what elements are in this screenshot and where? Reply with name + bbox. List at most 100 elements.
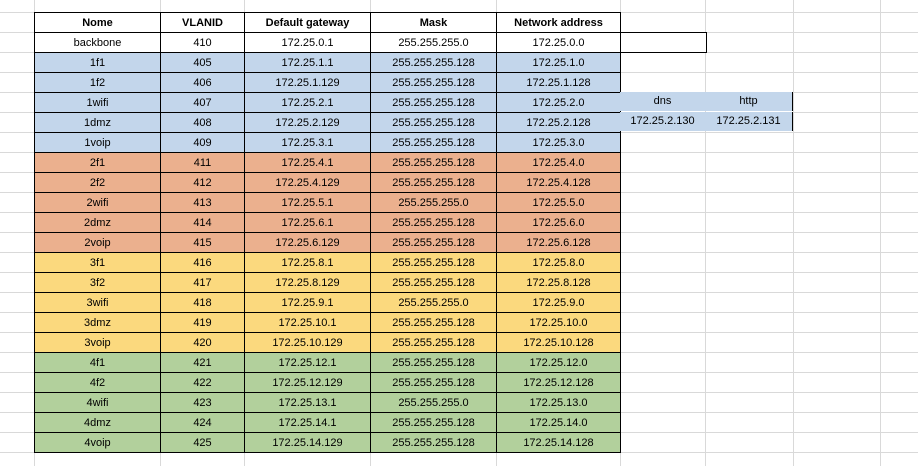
cell-gateway[interactable]: 172.25.14.129: [244, 432, 371, 453]
cell-vlanid[interactable]: 421: [160, 352, 245, 373]
cell-network[interactable]: 172.25.2.0: [496, 92, 621, 113]
cell-name[interactable]: 1f2: [34, 72, 161, 93]
cell-vlanid[interactable]: 408: [160, 112, 245, 133]
cell-mask[interactable]: 255.255.255.0: [370, 192, 497, 213]
cell-network[interactable]: 172.25.14.128: [496, 432, 621, 453]
cell-network[interactable]: 172.25.4.0: [496, 152, 621, 173]
cell-network[interactable]: 172.25.4.128: [496, 172, 621, 193]
cell-vlanid[interactable]: 411: [160, 152, 245, 173]
cell-network[interactable]: 172.25.10.128: [496, 332, 621, 353]
cell-gateway[interactable]: 172.25.12.129: [244, 372, 371, 393]
cell-network[interactable]: 172.25.10.0: [496, 312, 621, 333]
cell-gateway[interactable]: 172.25.14.1: [244, 412, 371, 433]
empty-cell[interactable]: [621, 73, 707, 93]
cell-network[interactable]: 172.25.8.0: [496, 252, 621, 273]
cell-vlanid[interactable]: 424: [160, 412, 245, 433]
empty-cell[interactable]: [621, 253, 707, 273]
cell-gateway[interactable]: 172.25.0.1: [244, 32, 371, 53]
cell-vlanid[interactable]: 425: [160, 432, 245, 453]
cell-gateway[interactable]: 172.25.4.129: [244, 172, 371, 193]
empty-cell[interactable]: [621, 433, 707, 453]
empty-cell[interactable]: [621, 213, 707, 233]
cell-mask[interactable]: 255.255.255.128: [370, 352, 497, 373]
dns-label-cell[interactable]: dns: [620, 92, 705, 111]
cell-name[interactable]: 1wifi: [34, 92, 161, 113]
header-nome[interactable]: Nome: [34, 12, 161, 33]
cell-mask[interactable]: 255.255.255.128: [370, 132, 497, 153]
cell-vlanid[interactable]: 413: [160, 192, 245, 213]
empty-cell[interactable]: [621, 173, 707, 193]
empty-cell[interactable]: [621, 53, 707, 73]
cell-gateway[interactable]: 172.25.1.1: [244, 52, 371, 73]
empty-cell[interactable]: [620, 32, 707, 53]
cell-vlanid[interactable]: 416: [160, 252, 245, 273]
cell-vlanid[interactable]: 414: [160, 212, 245, 233]
cell-name[interactable]: 4dmz: [34, 412, 161, 433]
cell-name[interactable]: 4f2: [34, 372, 161, 393]
cell-mask[interactable]: 255.255.255.128: [370, 232, 497, 253]
cell-vlanid[interactable]: 410: [160, 32, 245, 53]
header-vlanid[interactable]: VLANID: [160, 12, 245, 33]
cell-gateway[interactable]: 172.25.3.1: [244, 132, 371, 153]
cell-mask[interactable]: 255.255.255.128: [370, 172, 497, 193]
cell-name[interactable]: backbone: [34, 32, 161, 53]
empty-cell[interactable]: [621, 333, 707, 353]
cell-name[interactable]: 3dmz: [34, 312, 161, 333]
cell-name[interactable]: 3wifi: [34, 292, 161, 313]
cell-network[interactable]: 172.25.2.128: [496, 112, 621, 133]
empty-cell[interactable]: [621, 393, 707, 413]
cell-gateway[interactable]: 172.25.1.129: [244, 72, 371, 93]
cell-gateway[interactable]: 172.25.6.1: [244, 212, 371, 233]
cell-vlanid[interactable]: 409: [160, 132, 245, 153]
cell-mask[interactable]: 255.255.255.128: [370, 432, 497, 453]
header-default-gateway[interactable]: Default gateway: [244, 12, 371, 33]
header-mask[interactable]: Mask: [370, 12, 497, 33]
cell-gateway[interactable]: 172.25.10.129: [244, 332, 371, 353]
cell-mask[interactable]: 255.255.255.128: [370, 252, 497, 273]
cell-mask[interactable]: 255.255.255.128: [370, 52, 497, 73]
cell-vlanid[interactable]: 419: [160, 312, 245, 333]
empty-cell[interactable]: [621, 273, 707, 293]
cell-mask[interactable]: 255.255.255.0: [370, 32, 497, 53]
cell-vlanid[interactable]: 417: [160, 272, 245, 293]
cell-name[interactable]: 3f2: [34, 272, 161, 293]
empty-cell[interactable]: [621, 13, 707, 33]
cell-network[interactable]: 172.25.1.128: [496, 72, 621, 93]
dns-ip-cell[interactable]: 172.25.2.130: [620, 112, 705, 131]
cell-network[interactable]: 172.25.3.0: [496, 132, 621, 153]
cell-vlanid[interactable]: 422: [160, 372, 245, 393]
cell-mask[interactable]: 255.255.255.0: [370, 392, 497, 413]
cell-name[interactable]: 2dmz: [34, 212, 161, 233]
cell-network[interactable]: 172.25.1.0: [496, 52, 621, 73]
cell-name[interactable]: 4voip: [34, 432, 161, 453]
cell-mask[interactable]: 255.255.255.128: [370, 72, 497, 93]
cell-mask[interactable]: 255.255.255.128: [370, 372, 497, 393]
cell-name[interactable]: 2f2: [34, 172, 161, 193]
cell-name[interactable]: 2wifi: [34, 192, 161, 213]
cell-vlanid[interactable]: 406: [160, 72, 245, 93]
cell-gateway[interactable]: 172.25.10.1: [244, 312, 371, 333]
cell-network[interactable]: 172.25.9.0: [496, 292, 621, 313]
empty-cell[interactable]: [621, 413, 707, 433]
cell-mask[interactable]: 255.255.255.128: [370, 272, 497, 293]
cell-mask[interactable]: 255.255.255.128: [370, 412, 497, 433]
cell-gateway[interactable]: 172.25.12.1: [244, 352, 371, 373]
empty-cell[interactable]: [621, 373, 707, 393]
empty-cell[interactable]: [621, 233, 707, 253]
cell-vlanid[interactable]: 407: [160, 92, 245, 113]
empty-cell[interactable]: [621, 313, 707, 333]
cell-network[interactable]: 172.25.6.0: [496, 212, 621, 233]
empty-cell[interactable]: [621, 193, 707, 213]
cell-name[interactable]: 1dmz: [34, 112, 161, 133]
cell-name[interactable]: 2f1: [34, 152, 161, 173]
cell-name[interactable]: 3voip: [34, 332, 161, 353]
cell-gateway[interactable]: 172.25.6.129: [244, 232, 371, 253]
cell-network[interactable]: 172.25.5.0: [496, 192, 621, 213]
cell-gateway[interactable]: 172.25.2.129: [244, 112, 371, 133]
cell-vlanid[interactable]: 418: [160, 292, 245, 313]
cell-gateway[interactable]: 172.25.4.1: [244, 152, 371, 173]
header-network-address[interactable]: Network address: [496, 12, 621, 33]
cell-vlanid[interactable]: 415: [160, 232, 245, 253]
cell-gateway[interactable]: 172.25.8.129: [244, 272, 371, 293]
empty-cell[interactable]: [621, 293, 707, 313]
